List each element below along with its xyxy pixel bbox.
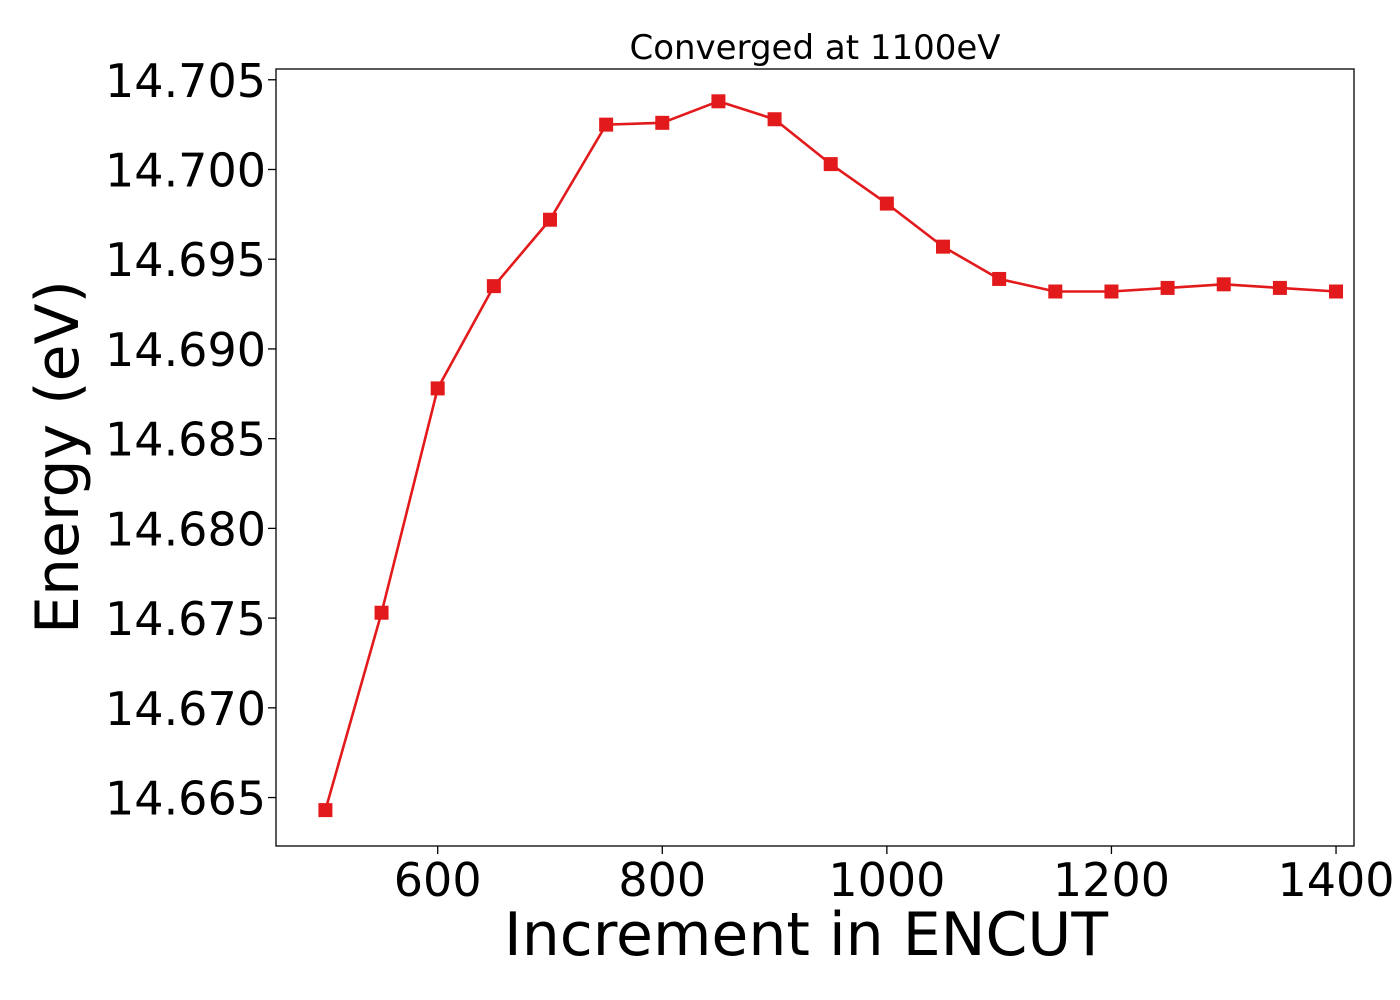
data-point-marker <box>823 157 838 172</box>
data-point-marker <box>767 112 782 127</box>
plot-area-frame <box>275 68 1355 847</box>
x-axis-ticks: 600 800 1000 1200 1400 <box>394 846 1395 907</box>
x-axis-label: Increment in ENCUT <box>504 900 1108 970</box>
x-tick-label: 800 <box>618 853 706 907</box>
y-tick-label: 14.705 <box>105 54 266 108</box>
data-point-marker <box>1329 284 1344 299</box>
y-tick-label: 14.695 <box>105 233 266 287</box>
y-tick-label: 14.685 <box>105 413 266 467</box>
data-point-marker <box>711 94 726 109</box>
data-point-marker <box>599 117 614 132</box>
data-point-marker <box>879 196 894 211</box>
data-point-marker <box>318 803 333 818</box>
y-axis-label: Energy (eV) <box>23 280 93 634</box>
y-tick-label: 14.665 <box>105 772 266 826</box>
x-tick-label: 1200 <box>1053 853 1170 907</box>
chart-title: Converged at 1100eV <box>629 28 1000 68</box>
data-point-marker <box>374 605 389 620</box>
x-tick-label: 1000 <box>828 853 945 907</box>
data-point-marker <box>1048 284 1063 299</box>
data-point-marker <box>1104 284 1119 299</box>
data-point-marker <box>1160 280 1175 295</box>
y-tick-label: 14.675 <box>105 592 266 646</box>
data-point-marker <box>542 212 557 227</box>
data-point-marker <box>1216 277 1231 292</box>
y-tick-label: 14.680 <box>105 502 266 556</box>
y-axis-ticks: 14.665 14.670 14.675 14.680 14.685 14.690 14.6… <box>105 54 276 826</box>
data-point-marker <box>486 279 501 294</box>
data-point-marker <box>430 381 445 396</box>
y-tick-label: 14.670 <box>105 682 266 736</box>
x-tick-label: 1400 <box>1277 853 1394 907</box>
data-point-marker <box>655 115 670 130</box>
data-point-marker <box>992 271 1007 286</box>
y-tick-label: 14.700 <box>105 143 266 197</box>
data-point-marker <box>936 239 951 254</box>
x-tick-label: 600 <box>394 853 482 907</box>
data-point-marker <box>1272 280 1287 295</box>
series-layer <box>318 94 1344 818</box>
y-tick-label: 14.690 <box>105 323 266 377</box>
